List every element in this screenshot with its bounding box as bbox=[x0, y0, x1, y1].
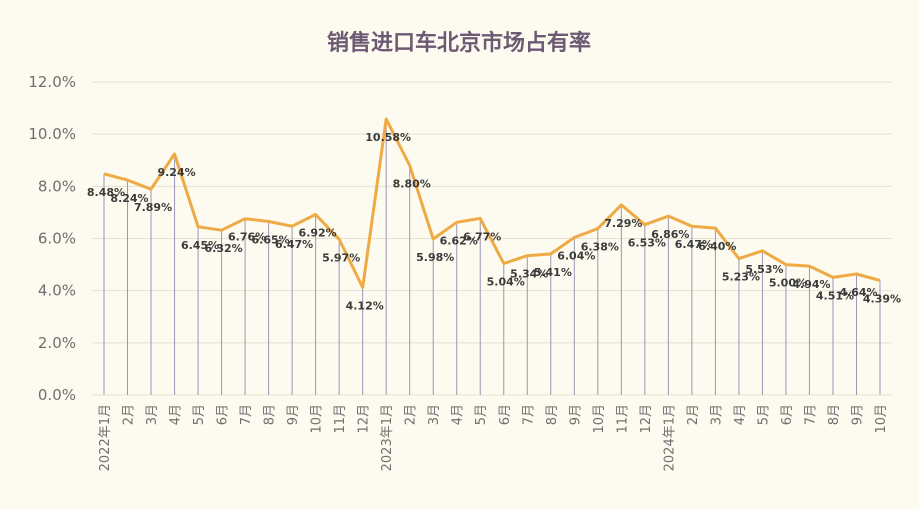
data-label: 4.12% bbox=[346, 300, 384, 313]
data-label: 6.86% bbox=[651, 228, 689, 241]
x-tick-label: 2月 bbox=[686, 404, 701, 425]
data-label: 6.38% bbox=[581, 241, 619, 254]
data-labels: 8.48%8.24%7.89% 9.24% 6.45%6.32%6.76%6.65%… bbox=[87, 131, 901, 312]
x-tick-label: 7月 bbox=[521, 404, 536, 425]
data-label: 5.97% bbox=[322, 251, 360, 264]
data-label: 8.24% bbox=[110, 192, 148, 205]
data-label: 9.24% bbox=[157, 166, 195, 179]
x-tick-label: 9月 bbox=[568, 404, 583, 425]
x-tick-label: 12月 bbox=[357, 404, 372, 434]
x-tick-label: 5月 bbox=[756, 404, 771, 425]
data-label: 5.53% bbox=[745, 263, 783, 276]
x-tick-label: 9月 bbox=[850, 404, 865, 425]
x-tick-label: 2024年1月 bbox=[662, 404, 677, 471]
data-label: 6.40% bbox=[698, 240, 736, 253]
data-label: 5.34% bbox=[510, 268, 548, 281]
x-tick-label: 4月 bbox=[169, 404, 184, 425]
chart-title: 销售进口车北京市场占有率 bbox=[327, 30, 591, 56]
data-label: 7.89% bbox=[134, 201, 172, 214]
data-label: 8.48% bbox=[87, 186, 125, 199]
x-tick-label: 4月 bbox=[451, 404, 466, 425]
y-tick-label: 0.0% bbox=[38, 386, 76, 404]
x-tick-label: 2月 bbox=[404, 404, 419, 425]
y-tick-label: 12.0% bbox=[28, 73, 76, 91]
x-tick-label: 8月 bbox=[263, 404, 278, 425]
y-tick-label: 6.0% bbox=[38, 230, 76, 248]
x-tick-label: 2023年1月 bbox=[380, 404, 395, 471]
series-line-group bbox=[103, 117, 881, 289]
x-tick-label: 2月 bbox=[122, 404, 137, 425]
x-tick-label: 2022年1月 bbox=[98, 404, 113, 471]
y-axis-ticks: 0.0% 2.0% 4.0% 6.0% 8.0% 10.0% 12.0% bbox=[28, 73, 76, 404]
data-label: 5.00% bbox=[769, 277, 807, 290]
x-tick-label: 7月 bbox=[239, 404, 254, 425]
data-label: 6.92% bbox=[299, 227, 337, 240]
x-tick-label: 8月 bbox=[827, 404, 842, 425]
x-tick-label: 5月 bbox=[474, 404, 489, 425]
x-tick-label: 6月 bbox=[498, 404, 513, 425]
data-label: 6.53% bbox=[628, 237, 666, 250]
x-tick-label: 7月 bbox=[803, 404, 818, 425]
x-tick-label: 5月 bbox=[192, 404, 207, 425]
y-tick-label: 2.0% bbox=[38, 334, 76, 352]
x-tick-label: 3月 bbox=[145, 404, 160, 425]
x-tick-label: 6月 bbox=[780, 404, 795, 425]
x-tick-label: 6月 bbox=[216, 404, 231, 425]
x-tick-label: 12月 bbox=[639, 404, 654, 434]
data-label: 6.32% bbox=[204, 242, 242, 255]
y-tick-label: 8.0% bbox=[38, 177, 76, 195]
data-label: 6.76% bbox=[228, 231, 266, 244]
data-label: 4.64% bbox=[839, 286, 877, 299]
x-tick-label: 11月 bbox=[333, 404, 348, 434]
data-label: 4.39% bbox=[863, 292, 901, 305]
data-label: 4.51% bbox=[816, 289, 854, 302]
x-axis-ticks: 2022年1月 2月 3月 4月 5月 6月 7月 8月 9月 10月 11月 12月 2023年1月 2… bbox=[98, 404, 889, 471]
x-tick-label: 8月 bbox=[545, 404, 560, 425]
x-tick-label: 4月 bbox=[733, 404, 748, 425]
x-tick-label: 11月 bbox=[615, 404, 630, 434]
data-label: 6.62% bbox=[440, 234, 478, 247]
x-tick-label: 3月 bbox=[709, 404, 724, 425]
data-label: 6.77% bbox=[463, 230, 501, 243]
x-tick-label: 10月 bbox=[874, 404, 889, 434]
x-tick-label: 10月 bbox=[310, 404, 325, 434]
data-label: 5.04% bbox=[487, 276, 525, 289]
data-label: 5.41% bbox=[534, 266, 572, 279]
data-label: 6.47% bbox=[675, 238, 713, 251]
data-label: 6.04% bbox=[557, 249, 595, 262]
data-label: 4.94% bbox=[792, 278, 830, 291]
data-label: 5.23% bbox=[722, 271, 760, 284]
x-tick-label: 10月 bbox=[592, 404, 607, 434]
data-label: 6.45% bbox=[181, 239, 219, 252]
data-label: 6.65% bbox=[252, 234, 290, 247]
drop-lines bbox=[103, 119, 881, 395]
data-label: 10.58% bbox=[365, 131, 411, 144]
x-tick-label: 9月 bbox=[286, 404, 301, 425]
y-tick-label: 10.0% bbox=[28, 125, 76, 143]
grid-lines bbox=[92, 81, 892, 396]
x-tick-label: 3月 bbox=[427, 404, 442, 425]
data-label: 5.98% bbox=[416, 251, 454, 264]
data-label: 6.47% bbox=[275, 238, 313, 251]
series-line bbox=[103, 117, 881, 289]
y-tick-label: 4.0% bbox=[38, 282, 76, 300]
data-label: 7.29% bbox=[604, 217, 642, 230]
data-label: 8.80% bbox=[393, 177, 431, 190]
